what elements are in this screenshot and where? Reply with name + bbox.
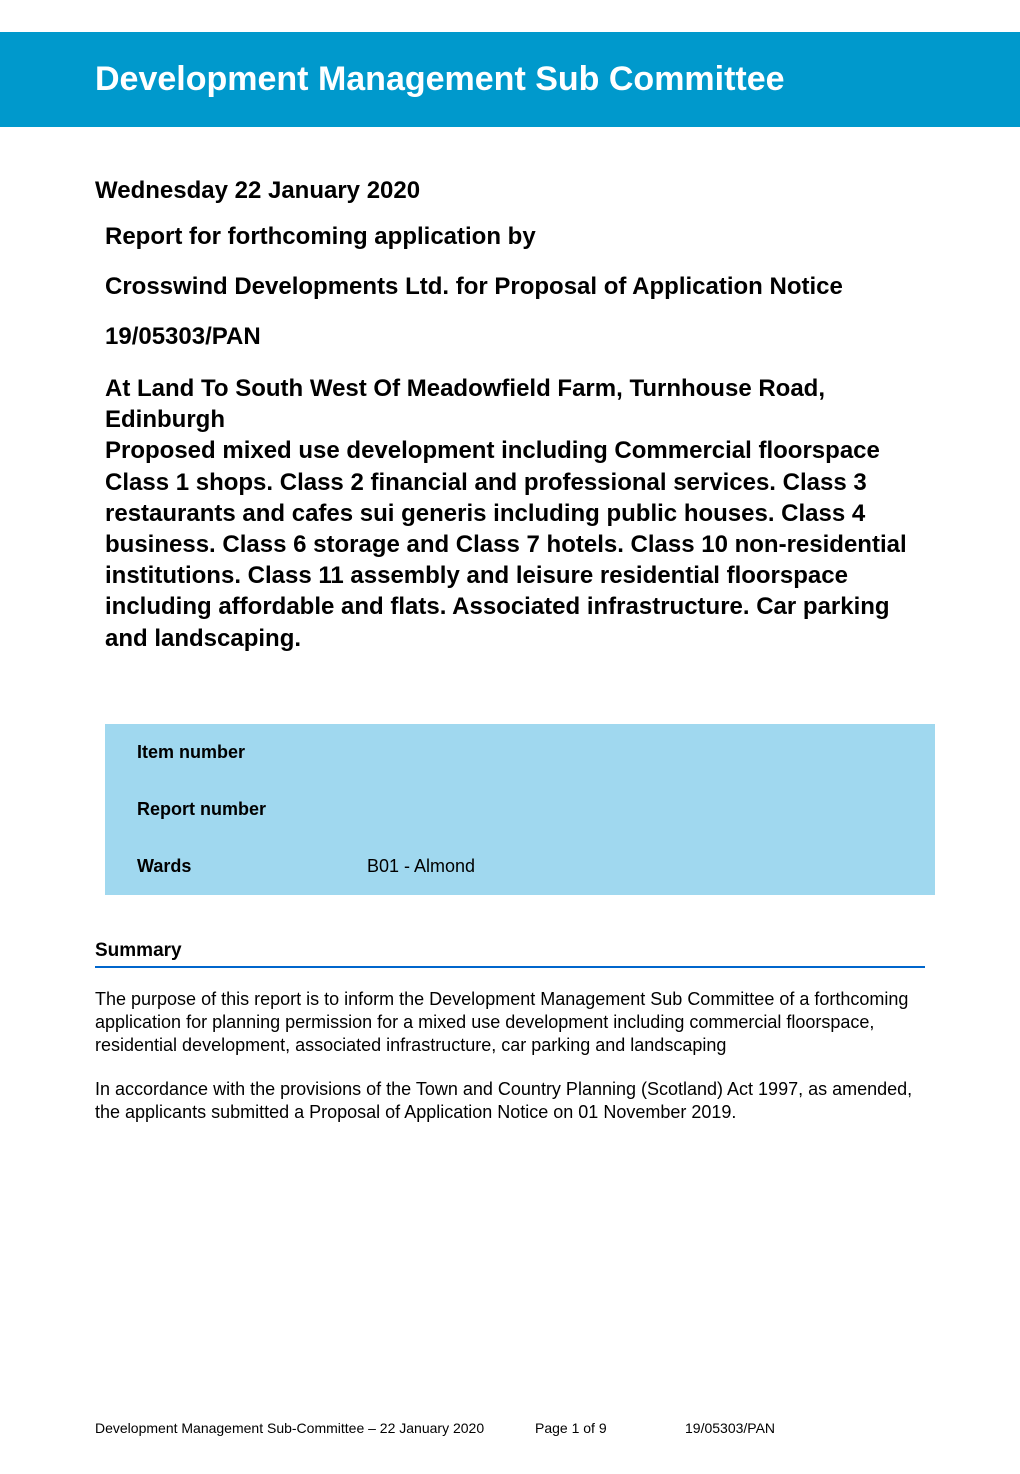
footer-right: 19/05303/PAN (685, 1420, 925, 1436)
summary-heading: Summary (95, 940, 925, 968)
info-value-wards: B01 - Almond (367, 856, 475, 877)
info-label-report-number: Report number (137, 799, 367, 820)
header-title: Development Management Sub Committee (95, 60, 1020, 99)
info-table: Item number Report number Wards B01 - Al… (105, 724, 935, 895)
info-row-report-number: Report number (105, 781, 935, 838)
reference-heading: 19/05303/PAN (105, 323, 925, 351)
content-area: Wednesday 22 January 2020 Report for for… (0, 127, 1020, 1125)
date-line: Wednesday 22 January 2020 (95, 177, 925, 205)
footer-center: Page 1 of 9 (535, 1420, 685, 1436)
footer-left: Development Management Sub-Committee – 2… (95, 1420, 535, 1436)
summary-section: Summary The purpose of this report is to… (95, 940, 925, 1125)
summary-paragraph-1: The purpose of this report is to inform … (95, 988, 925, 1058)
report-for-heading: Report for forthcoming application by (105, 223, 925, 251)
info-label-wards: Wards (137, 856, 367, 877)
summary-paragraph-2: In accordance with the provisions of the… (95, 1078, 925, 1125)
header-banner: Development Management Sub Committee (0, 32, 1020, 127)
location-proposal-block: At Land To South West Of Meadowfield Far… (105, 373, 925, 654)
info-row-wards: Wards B01 - Almond (105, 838, 935, 895)
page-footer: Development Management Sub-Committee – 2… (95, 1420, 925, 1436)
info-row-item-number: Item number (105, 724, 935, 781)
info-label-item-number: Item number (137, 742, 367, 763)
applicant-heading: Crosswind Developments Ltd. for Proposal… (105, 273, 925, 301)
